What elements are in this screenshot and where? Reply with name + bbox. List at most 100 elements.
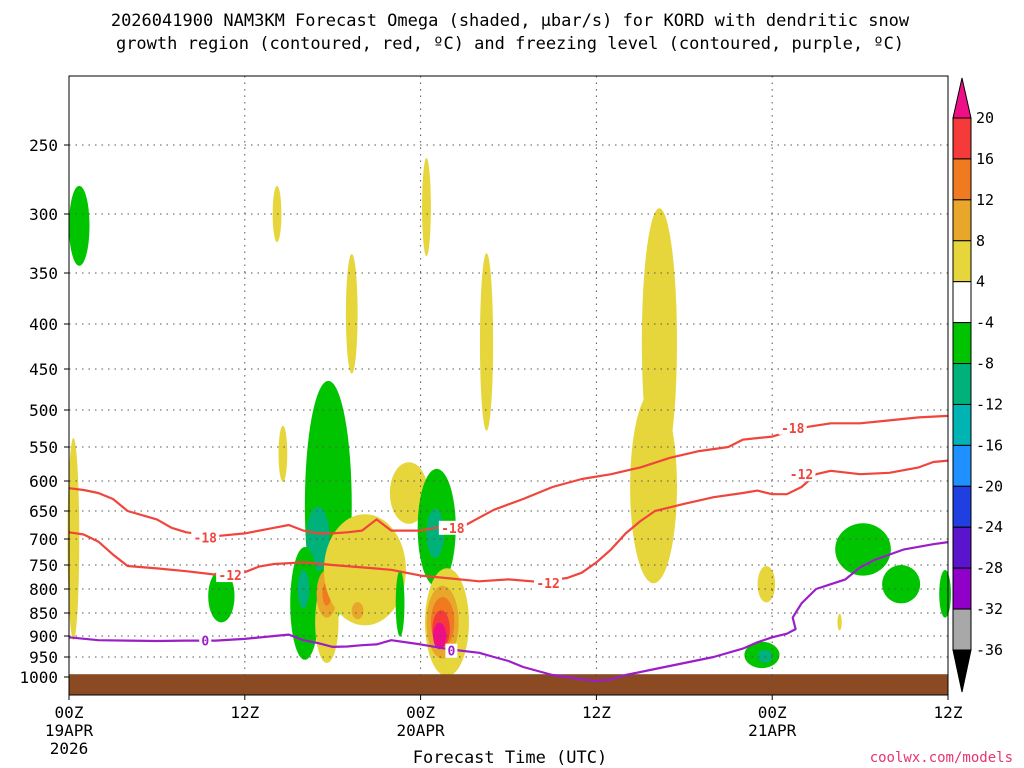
colorbar-label: -36 [976,641,1003,659]
x-tick-label: 12Z [582,703,611,722]
contour-label: 0 [201,635,209,650]
x-tick-date: 21APR [748,721,797,740]
colorbar-bin [952,199,972,242]
x-tick-label: 00Z [758,703,787,722]
colorbar: 20 16 12 8 4 -4 -8 -12 -16 -20 -24 -28 -32 -36 [952,77,1003,693]
colorbar-label: -32 [976,600,1003,618]
omega-region [757,649,773,663]
contour-label-bg [534,575,563,590]
colorbar-label: 12 [976,191,994,209]
omega-region [345,253,358,374]
plot-frame [68,75,949,696]
colorbar-top-arrow [952,77,972,119]
ground-surface [69,674,948,695]
x-tick-label: 00Z [55,703,84,722]
colorbar-bin [952,158,972,201]
contour-label: -18 [441,522,465,537]
y-tick-label: 750 [29,556,58,575]
x-tick-date: 19APR [45,721,94,740]
plot-area: -18 -18 -18 -12 -12 -12 0 0 250 300 350 400 450 500 55… [19,75,963,758]
chart-title-line-1: 2026041900 NAM3KM Forecast Omega (shaded… [111,11,910,31]
contour-label: 0 [447,645,455,660]
colorbar-label: -4 [976,314,994,332]
omega-region [69,185,90,266]
x-tick-year: 2026 [50,739,89,758]
omega-region [835,523,891,576]
colorbar-label: 8 [976,232,985,250]
x-tick-label: 12Z [934,703,963,722]
colorbar-label: -24 [976,518,1003,536]
contour-label: -12 [218,569,241,584]
contour-label-bg [216,568,245,583]
y-tick-label: 850 [29,604,58,623]
y-tick-label: 800 [29,580,58,599]
colorbar-label: 20 [976,109,994,127]
omega-region [351,602,364,620]
colorbar-bin [952,608,972,651]
y-tick-label: 650 [29,502,58,521]
y-tick-label: 400 [29,315,58,334]
contour-label: -18 [781,422,805,437]
plot-background [69,76,948,695]
colorbar-label: -12 [976,395,1003,413]
contour-label: -12 [536,577,559,592]
y-tick-label: 300 [29,205,58,224]
y-tick-label: 950 [29,648,58,667]
colorbar-label: -8 [976,355,994,373]
colorbar-bottom-arrow [952,649,972,693]
omega-region [422,157,431,257]
y-tick-label: 900 [29,627,58,646]
colorbar-bin [952,322,972,365]
contour-label-bg [199,633,212,648]
omega-region [757,565,776,603]
contour-label: -12 [790,468,813,483]
colorbar-label: -28 [976,559,1003,577]
contour-label-bg [778,420,807,435]
omega-region [837,613,842,631]
contour-freezing_level [68,541,949,683]
chart-title-line-2: growth region (contoured, red, ºC) and f… [116,34,904,54]
y-tick-label: 600 [29,472,58,491]
x-axis-label: Forecast Time (UTC) [413,748,607,768]
colorbar-bin [952,444,972,487]
x-tick-date: 20APR [397,721,446,740]
colorbar-bin [952,526,972,569]
colorbar-bin [952,240,972,283]
colorbar-label: -20 [976,477,1003,495]
colorbar-bin [952,281,972,324]
omega-region [395,570,405,637]
colorbar-bin [952,485,972,528]
y-tick-label: 1000 [19,668,58,687]
y-tick-label: 700 [29,530,58,549]
omega-region [389,462,428,524]
omega-region [208,570,235,623]
y-tick-label: 500 [29,401,58,420]
watermark: coolwx.com/models [870,750,1013,766]
omega-region [278,425,288,482]
omega-region [630,390,677,584]
colorbar-bin [952,117,972,160]
x-tick-label: 12Z [230,703,259,722]
contour-label-bg [787,467,816,482]
colorbar-label: 4 [976,273,985,291]
colorbar-label: 16 [976,150,994,168]
contour-dgz_bottom [68,459,949,583]
y-tick-label: 550 [29,438,58,457]
contour-label: -18 [194,531,218,546]
omega-region [939,569,951,618]
y-tick-label: 250 [29,136,58,155]
omega-region [479,253,494,431]
omega-region [882,565,921,604]
colorbar-bin [952,567,972,610]
colorbar-bin [952,363,972,405]
contour-dgz_top [68,414,949,538]
colorbar-label: -16 [976,436,1003,454]
contour-label-bg [445,643,458,658]
x-tick-label: 00Z [406,703,435,722]
y-tick-label: 350 [29,264,58,283]
contour-label-bg [438,520,467,535]
y-tick-label: 450 [29,360,58,379]
contour-label-bg [191,530,220,545]
omega-region [323,514,406,626]
